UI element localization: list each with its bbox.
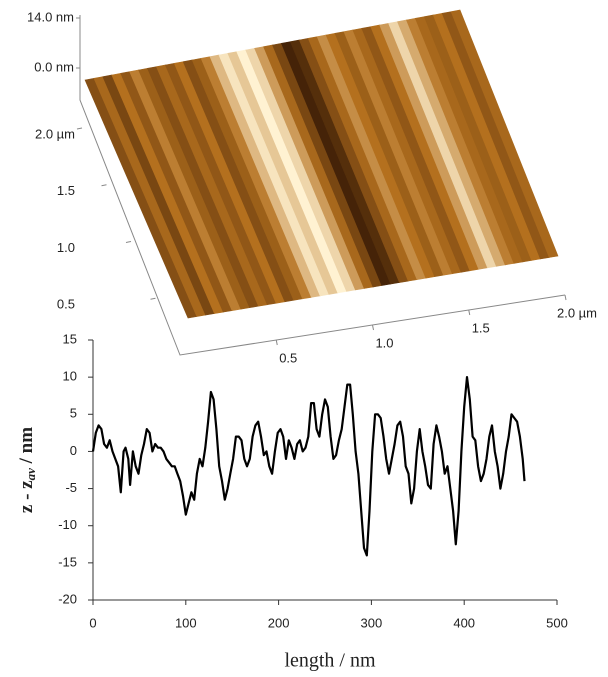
y-tick-label: -10 [58, 517, 77, 532]
y-tick-label: -20 [58, 591, 77, 606]
y-label-sub: av [23, 468, 38, 481]
y-tick-label: 1.0 [57, 240, 75, 255]
y-tick [125, 241, 132, 243]
x-tick-label: 1.0 [375, 335, 393, 350]
y-axis-label: z - zav / nm [16, 427, 38, 513]
x-tick [275, 339, 278, 346]
x-tick-label: 300 [361, 615, 383, 630]
z-tick-label: 0.0 nm [34, 59, 74, 74]
y-tick [101, 184, 107, 187]
profile-line [91, 376, 526, 557]
y-tick-label: 10 [63, 369, 77, 384]
y-tick-label: 15 [63, 331, 77, 346]
y-tick-label: -5 [65, 480, 77, 495]
y-label-main: z - z [16, 480, 37, 513]
x-tick-label: 200 [268, 615, 290, 630]
surface-stripe [450, 9, 559, 258]
y-tick-label: 2.0 µm [35, 126, 75, 141]
x-tick-label: 400 [453, 615, 475, 630]
x-tick [564, 294, 567, 301]
y-tick [76, 127, 83, 130]
z-tick-label: 14.0 nm [27, 9, 74, 24]
y-tick [150, 297, 156, 300]
afm-surface: 14.0 nm 0.0 nm 0.5 1.0 1.5 2.0 µm 0.5 1.0 1.5 2.0… [27, 9, 597, 365]
y-tick-label: 5 [70, 406, 77, 421]
y-tick-label: 0.5 [57, 297, 75, 312]
y-label-unit: / nm [16, 427, 37, 468]
x-tick-label: 1.5 [472, 320, 490, 335]
x-tick-label: 500 [546, 615, 568, 630]
x-tick-label: 0 [89, 615, 96, 630]
x-axis-label: length / nm [284, 650, 376, 672]
y-tick-label: 0 [70, 443, 77, 458]
x-tick-label: 0.5 [279, 350, 297, 365]
y-tick-label: -15 [58, 554, 77, 569]
x-tick-label: 2.0 µm [557, 305, 597, 320]
x-tick-label: 100 [175, 615, 197, 630]
y-tick-label: 1.5 [57, 183, 75, 198]
x-tick [468, 309, 471, 316]
x-tick [372, 324, 374, 331]
